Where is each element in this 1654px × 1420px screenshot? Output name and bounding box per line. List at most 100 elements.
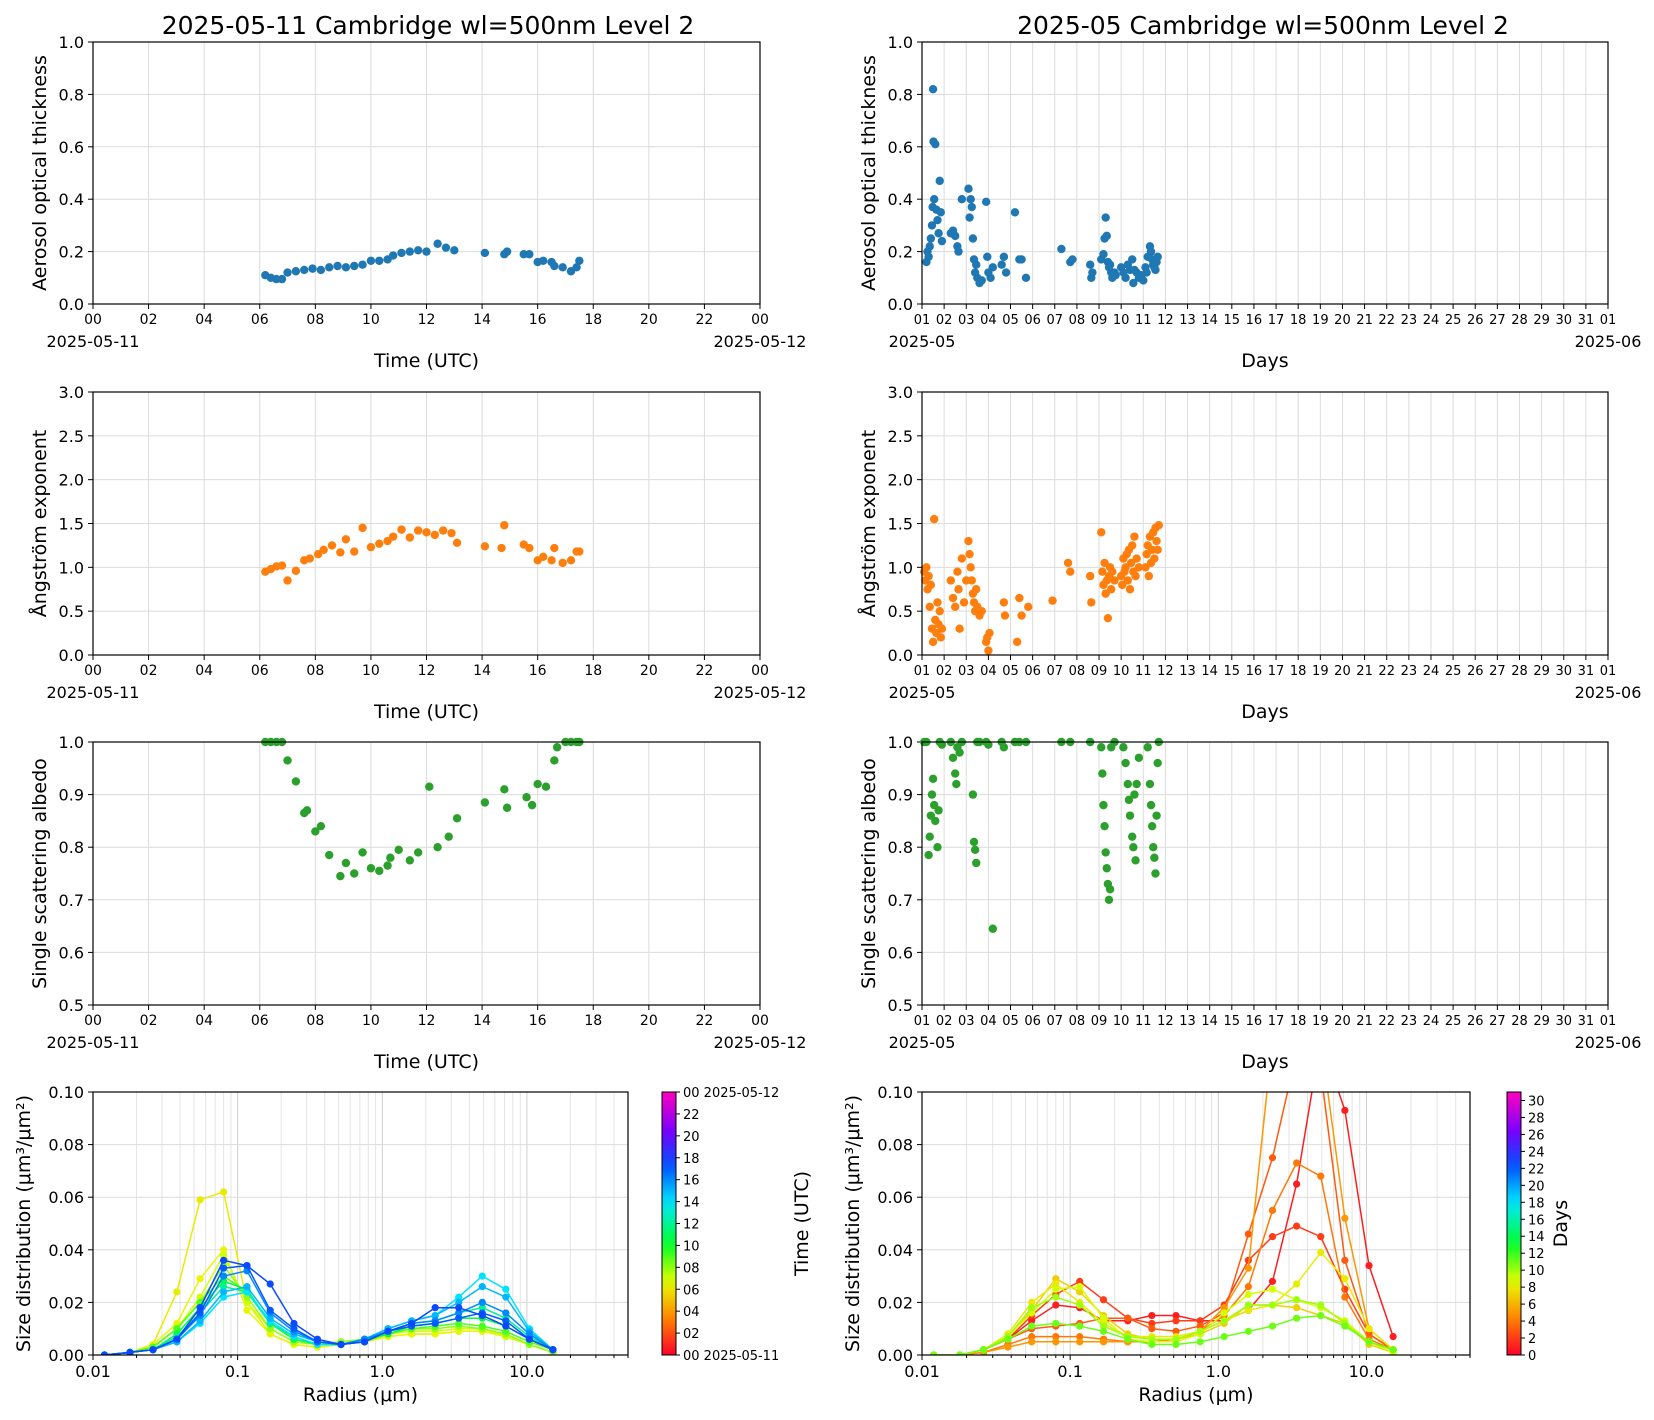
monthly-angstrom-point — [1154, 521, 1163, 530]
daily-aod-xtick-label: 04 — [195, 312, 213, 328]
monthly-size-colorbar-tick-label: 10 — [1528, 1264, 1545, 1279]
monthly-angstrom-point — [977, 606, 986, 616]
daily-size-series-point — [173, 1325, 181, 1333]
monthly-size-colorbar-tick-label: 28 — [1528, 1111, 1545, 1126]
monthly-ssa-point — [1101, 848, 1110, 857]
monthly-ssa-point — [925, 832, 934, 841]
monthly-ssa-xtick-label: 02 — [936, 1014, 953, 1029]
monthly-size-series-point — [1028, 1317, 1036, 1325]
monthly-ssa-xtick-label: 13 — [1179, 1014, 1196, 1029]
monthly-ssa-point — [1129, 843, 1138, 852]
monthly-ssa-xtick-label: 27 — [1489, 1014, 1506, 1029]
monthly-size-series-point — [1124, 1335, 1132, 1343]
monthly-angstrom-point — [1103, 613, 1113, 623]
daily-ssa-point — [302, 806, 312, 815]
monthly-ssa-xtick-label: 25 — [1445, 1014, 1462, 1029]
monthly-size-series-point — [1076, 1301, 1084, 1309]
monthly-size-series-point — [1052, 1319, 1060, 1328]
monthly-aod-point — [1128, 255, 1137, 264]
daily-ssa-point — [444, 832, 453, 841]
daily-aod-point — [316, 265, 326, 275]
daily-ssa-point — [291, 777, 301, 786]
monthly-aod-xtick-label: 07 — [1047, 313, 1064, 328]
monthly-ssa-point — [1146, 800, 1156, 810]
monthly-size-series-point — [1148, 1335, 1156, 1343]
monthly-ssa-point — [1132, 779, 1141, 789]
daily-aod-point — [350, 261, 359, 271]
daily-ssa-point — [533, 779, 542, 789]
daily-angstrom-ytick-label: 1.5 — [59, 515, 84, 534]
monthly-aod-xtick-label: 01 — [1600, 313, 1617, 328]
monthly-angstrom-point — [1063, 558, 1073, 568]
daily-aod-xtick-label: 22 — [696, 312, 714, 328]
daily-size-series-point — [502, 1317, 510, 1325]
daily-ssa-point — [502, 803, 512, 812]
monthly-size-series-point — [1220, 1317, 1228, 1325]
daily-aod-point — [333, 261, 342, 271]
monthly-size-series-line — [933, 1296, 1394, 1355]
monthly-size-series-point — [1148, 1311, 1156, 1320]
monthly-angstrom-ylabel: Ångström exponent — [857, 430, 880, 618]
monthly-angstrom-point — [1152, 536, 1161, 546]
daily-angstrom-xtick-label: 16 — [529, 663, 547, 679]
daily-ssa-xtick-label: 10 — [362, 1013, 380, 1029]
monthly-size-series-point — [1196, 1322, 1204, 1330]
monthly-ssa-point — [1151, 869, 1160, 878]
daily-ssa-ytick-label: 0.9 — [59, 786, 84, 805]
daily-ssa-xtick-label: 02 — [140, 1013, 158, 1029]
monthly-size-series-point — [1172, 1340, 1180, 1349]
monthly-size-series-point — [1365, 1261, 1373, 1270]
monthly-ssa-point — [1119, 743, 1128, 752]
monthly-ssa-point — [950, 769, 960, 778]
daily-aod-date-left: 2025-05-11 — [47, 332, 140, 351]
daily-size-series-point — [478, 1322, 486, 1330]
monthly-aod-xtick-label: 16 — [1246, 313, 1263, 328]
daily-ssa-point — [341, 858, 351, 868]
daily-size-colorbar-tick-label: 08 — [683, 1261, 700, 1276]
monthly-angstrom-point — [1153, 545, 1162, 554]
monthly-size-panel: 0.01 0.1 1.0 10.0 0.00 0.02 0.04 0.06 0.08 0.10 Ra… — [842, 1083, 1572, 1406]
monthly-aod-point — [926, 234, 936, 243]
monthly-aod-xtick-label: 13 — [1179, 313, 1196, 328]
daily-ssa-point — [480, 798, 490, 807]
monthly-ssa-point — [1100, 821, 1109, 831]
daily-size-series-point — [337, 1340, 345, 1349]
monthly-size-series-point — [1293, 1304, 1301, 1312]
monthly-size-series-point — [1268, 1233, 1277, 1241]
daily-angstrom-xtick-label: 02 — [140, 663, 158, 679]
monthly-aod-point — [968, 234, 978, 243]
monthly-angstrom-xtick-label: 22 — [1378, 664, 1395, 679]
daily-ssa-point — [394, 845, 403, 855]
daily-aod-point — [413, 246, 423, 255]
monthly-angstrom-xtick-label: 13 — [1179, 664, 1196, 679]
monthly-size-series-point — [1341, 1106, 1349, 1115]
monthly-ssa-point — [934, 806, 943, 815]
daily-size-series-point — [478, 1272, 486, 1280]
monthly-aod-point — [972, 260, 981, 269]
monthly-size-series-point — [1099, 1327, 1108, 1335]
monthly-aod-point — [967, 202, 976, 212]
daily-size-series-point — [220, 1246, 228, 1254]
daily-aod-point — [375, 256, 384, 265]
monthly-aod-ytick-label: 0.6 — [888, 138, 913, 157]
monthly-angstrom-ytick-label: 1.0 — [888, 558, 913, 577]
daily-angstrom-point — [539, 552, 548, 562]
monthly-size-series-point — [1148, 1319, 1156, 1328]
monthly-size-xtick-label: 10.0 — [1349, 1362, 1385, 1381]
monthly-size-series-point — [1317, 1301, 1325, 1309]
monthly-ssa-point — [999, 743, 1009, 752]
daily-ssa-point — [383, 861, 392, 870]
monthly-ssa-point — [1125, 811, 1135, 820]
monthly-angstrom-point — [933, 598, 942, 607]
monthly-aod-xtick-label: 03 — [958, 313, 975, 328]
monthly-size-colorbar-tick-label: 14 — [1528, 1230, 1545, 1245]
monthly-angstrom-point — [955, 624, 964, 633]
monthly-ssa-xtick-label: 07 — [1047, 1014, 1064, 1029]
daily-size-series-line — [104, 1259, 554, 1355]
daily-size-xtick-label: 1.0 — [370, 1362, 395, 1381]
monthly-size-series-point — [1028, 1309, 1036, 1317]
daily-size-colorbar-tick-label: 16 — [683, 1174, 700, 1189]
monthly-ssa-xtick-label: 05 — [1002, 1014, 1019, 1029]
daily-angstrom-date-right: 2025-05-12 — [714, 683, 807, 702]
